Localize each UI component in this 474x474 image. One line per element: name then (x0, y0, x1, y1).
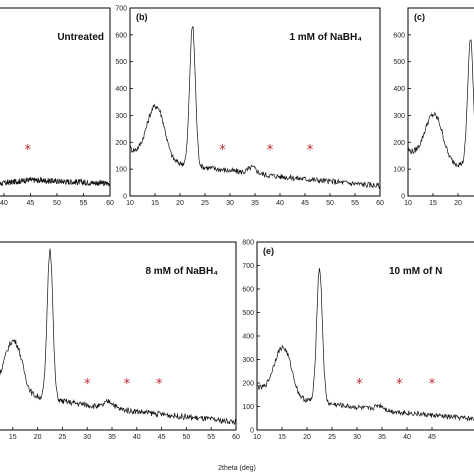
x-tick-label: 20 (34, 434, 42, 441)
y-tick-label: 0 (250, 428, 254, 435)
x-tick-label: 20 (303, 434, 311, 441)
plot-frame (0, 7, 111, 197)
xrd-trace (129, 26, 381, 189)
x-tick-label: 55 (207, 434, 215, 441)
xrd-trace (407, 39, 474, 168)
x-tick-label: 35 (108, 434, 116, 441)
y-tick-label: 0 (401, 194, 405, 201)
x-axis-label: 2theta (deg) (218, 465, 256, 472)
x-tick-label: 35 (251, 200, 259, 207)
y-tick-label: 100 (393, 167, 405, 174)
x-tick-label: 60 (232, 434, 240, 441)
x-tick-label: 10 (253, 434, 261, 441)
x-tick-label: 50 (53, 200, 61, 207)
x-tick-label: 15 (278, 434, 286, 441)
x-tick-label: 15 (151, 200, 159, 207)
x-tick-label: 10 (404, 200, 412, 207)
y-tick-label: 600 (115, 32, 127, 39)
panel-label: (e) (263, 246, 274, 256)
impurity-marker: * (356, 377, 363, 392)
y-tick-label: 300 (393, 113, 405, 120)
x-tick-label: 45 (27, 200, 35, 207)
impurity-marker: * (267, 143, 274, 158)
panel-title: Untreated (57, 32, 104, 43)
impurity-marker: * (156, 377, 163, 392)
panel-a: 40 45 50 55 60 * Untreated (0, 7, 114, 207)
x-tick-label: 35 (378, 434, 386, 441)
x-tick-label: 45 (428, 434, 436, 441)
panel-title: 1 mM of NaBH₄ (289, 32, 362, 43)
y-tick-label: 300 (115, 113, 127, 120)
x-tick-label: 60 (376, 200, 384, 207)
x-tick-label: 40 (276, 200, 284, 207)
y-tick-label: 0 (123, 194, 127, 201)
y-tick-label: 600 (242, 287, 254, 294)
y-tick-label: 600 (393, 32, 405, 39)
x-tick-label: 40 (0, 200, 8, 207)
y-tick-label: 800 (242, 240, 254, 247)
y-tick-label: 700 (242, 263, 254, 270)
panel-label: (b) (136, 12, 148, 22)
x-tick-label: 45 (158, 434, 166, 441)
x-tick-label: 25 (328, 434, 336, 441)
impurity-marker: * (429, 377, 436, 392)
x-tick-label: 30 (83, 434, 91, 441)
x-tick-label: 50 (183, 434, 191, 441)
impurity-marker: * (219, 143, 226, 158)
x-tick-label: 15 (429, 200, 437, 207)
y-tick-label: 400 (393, 86, 405, 93)
y-tick-label: 500 (115, 59, 127, 66)
y-tick-label: 500 (393, 59, 405, 66)
impurity-marker: * (307, 143, 314, 158)
x-tick-label: 55 (351, 200, 359, 207)
xrd-trace (0, 176, 111, 187)
xrd-trace (256, 267, 474, 422)
impurity-marker: * (25, 143, 32, 158)
x-tick-label: 15 (9, 434, 17, 441)
x-tick-label: 25 (201, 200, 209, 207)
x-tick-label: 50 (326, 200, 334, 207)
panel-b: 10 15 20 25 30 35 40 45 50 55 60010020030040050060… (115, 6, 384, 208)
x-tick-label: 30 (226, 200, 234, 207)
x-tick-label: 45 (301, 200, 309, 207)
impurity-marker: * (396, 377, 403, 392)
x-tick-label: 40 (403, 434, 411, 441)
y-tick-label: 200 (242, 381, 254, 388)
x-tick-label: 25 (59, 434, 67, 441)
y-tick-label: 300 (242, 357, 254, 364)
x-tick-label: 55 (80, 200, 88, 207)
panel-label: (c) (414, 12, 425, 22)
panel-title: 8 mM of NaBH₄ (145, 266, 218, 277)
panel-title: 10 mM of N (389, 266, 442, 277)
y-tick-label: 200 (115, 140, 127, 147)
x-tick-label: 60 (106, 200, 114, 207)
x-tick-label: 40 (133, 434, 141, 441)
xrd-trace (0, 248, 237, 426)
impurity-marker: * (84, 377, 91, 392)
y-tick-label: 400 (242, 334, 254, 341)
y-tick-label: 500 (242, 310, 254, 317)
impurity-marker: * (124, 377, 131, 392)
plot-frame (407, 7, 474, 197)
x-tick-label: 10 (126, 200, 134, 207)
y-tick-label: 700 (115, 6, 127, 13)
y-tick-label: 200 (393, 140, 405, 147)
x-tick-label: 20 (176, 200, 184, 207)
x-tick-label: 20 (454, 200, 462, 207)
y-tick-label: 400 (115, 86, 127, 93)
panel-e: 10 15 20 25 30 35 40 45 0 100 200 300 400 500 600 700 80… (242, 240, 474, 441)
y-tick-label: 100 (115, 167, 127, 174)
x-tick-label: 30 (353, 434, 361, 441)
y-tick-label: 100 (242, 404, 254, 411)
